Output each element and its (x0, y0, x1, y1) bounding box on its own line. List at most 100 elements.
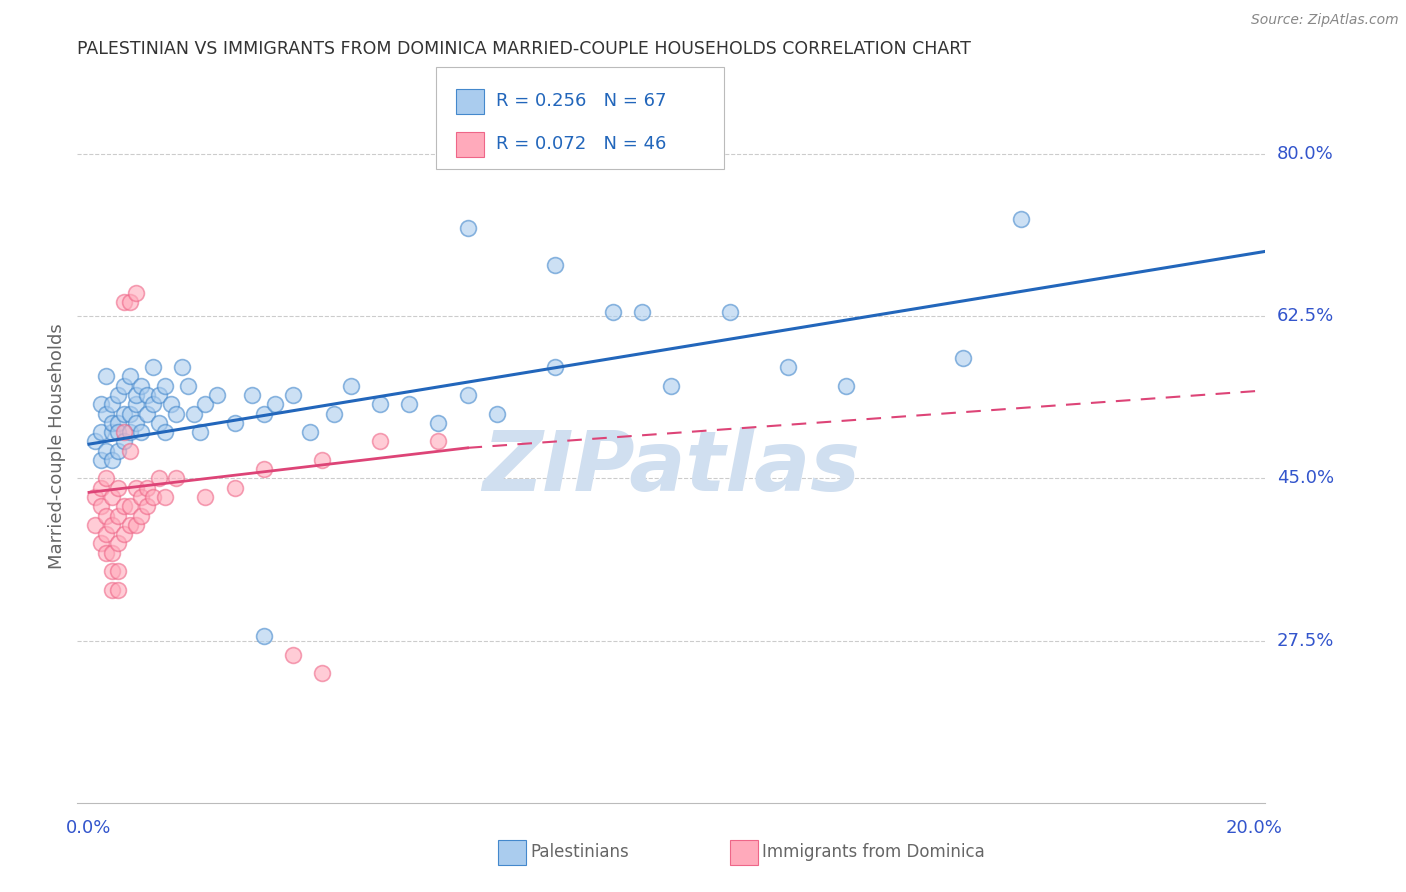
Point (153, 425, 176, 439)
Point (172, 360, 194, 375)
Text: 62.5%: 62.5% (1277, 307, 1334, 326)
Point (107, 443, 129, 458)
Point (90, 453, 112, 467)
Point (544, 258, 567, 272)
Point (90, 536, 112, 550)
Text: R = 0.072   N = 46: R = 0.072 N = 46 (496, 136, 666, 153)
Point (112, 500, 135, 514)
Text: PALESTINIAN VS IMMIGRANTS FROM DOMINICA MARRIED-COUPLE HOUSEHOLDS CORRELATION CH: PALESTINIAN VS IMMIGRANTS FROM DOMINICA … (77, 40, 972, 58)
Point (101, 545, 124, 559)
Point (142, 490, 165, 504)
Point (112, 527, 135, 541)
Point (107, 416, 129, 430)
Point (427, 416, 450, 430)
Point (118, 517, 141, 532)
Point (485, 407, 508, 421)
Text: Palestinians: Palestinians (530, 843, 628, 861)
Point (112, 378, 135, 392)
Point (952, 351, 974, 365)
Point (124, 416, 146, 430)
Point (131, 425, 153, 439)
Text: 20.0%: 20.0% (1225, 819, 1282, 837)
Point (776, 360, 799, 375)
Point (124, 388, 146, 402)
Point (153, 490, 176, 504)
Point (299, 425, 322, 439)
Point (136, 481, 159, 495)
Point (101, 490, 124, 504)
Point (661, 378, 683, 392)
Point (90, 397, 112, 411)
Point (177, 378, 200, 392)
Point (148, 471, 170, 485)
Point (118, 407, 141, 421)
Point (112, 295, 135, 310)
Point (124, 481, 146, 495)
Text: Immigrants from Dominica: Immigrants from Dominica (762, 843, 984, 861)
Point (159, 397, 181, 411)
Text: R = 0.256   N = 67: R = 0.256 N = 67 (496, 93, 666, 111)
Point (83, 517, 105, 532)
Point (322, 407, 344, 421)
Point (148, 416, 170, 430)
Point (136, 407, 159, 421)
Point (311, 453, 333, 467)
Point (281, 388, 304, 402)
Point (281, 648, 304, 662)
Point (96, 508, 118, 523)
Point (118, 425, 141, 439)
Point (398, 397, 420, 411)
Point (90, 500, 112, 514)
Point (101, 517, 124, 532)
Point (112, 425, 135, 439)
Point (718, 304, 741, 318)
Point (153, 378, 176, 392)
Point (136, 500, 159, 514)
Point (457, 388, 479, 402)
Point (107, 481, 129, 495)
Point (253, 629, 276, 643)
Point (124, 397, 146, 411)
Point (253, 462, 276, 476)
Point (183, 407, 205, 421)
Point (311, 666, 333, 681)
Point (83, 434, 105, 449)
Point (96, 545, 118, 559)
Point (83, 490, 105, 504)
Point (107, 564, 129, 578)
Point (1010, 211, 1032, 226)
Text: Source: ZipAtlas.com: Source: ZipAtlas.com (1251, 13, 1399, 28)
Y-axis label: Married-couple Households: Married-couple Households (48, 323, 66, 569)
Point (131, 508, 153, 523)
Point (205, 388, 228, 402)
Point (602, 304, 624, 318)
Point (101, 453, 124, 467)
Text: 45.0%: 45.0% (1277, 469, 1334, 487)
Text: ZIPatlas: ZIPatlas (482, 427, 860, 508)
Point (118, 369, 141, 384)
Point (253, 407, 276, 421)
Point (118, 295, 141, 310)
Point (224, 481, 246, 495)
Point (131, 378, 153, 392)
Point (142, 360, 165, 375)
Point (427, 434, 450, 449)
Point (107, 508, 129, 523)
Point (118, 443, 141, 458)
Point (112, 434, 135, 449)
Point (90, 481, 112, 495)
Point (96, 407, 118, 421)
Point (118, 500, 141, 514)
Point (107, 425, 129, 439)
Point (96, 471, 118, 485)
Point (188, 425, 211, 439)
Text: 80.0%: 80.0% (1277, 145, 1333, 163)
Point (165, 407, 187, 421)
Point (240, 388, 263, 402)
Point (96, 527, 118, 541)
Point (165, 471, 187, 485)
Point (136, 388, 159, 402)
Point (90, 425, 112, 439)
Point (457, 221, 479, 235)
Point (124, 286, 146, 301)
